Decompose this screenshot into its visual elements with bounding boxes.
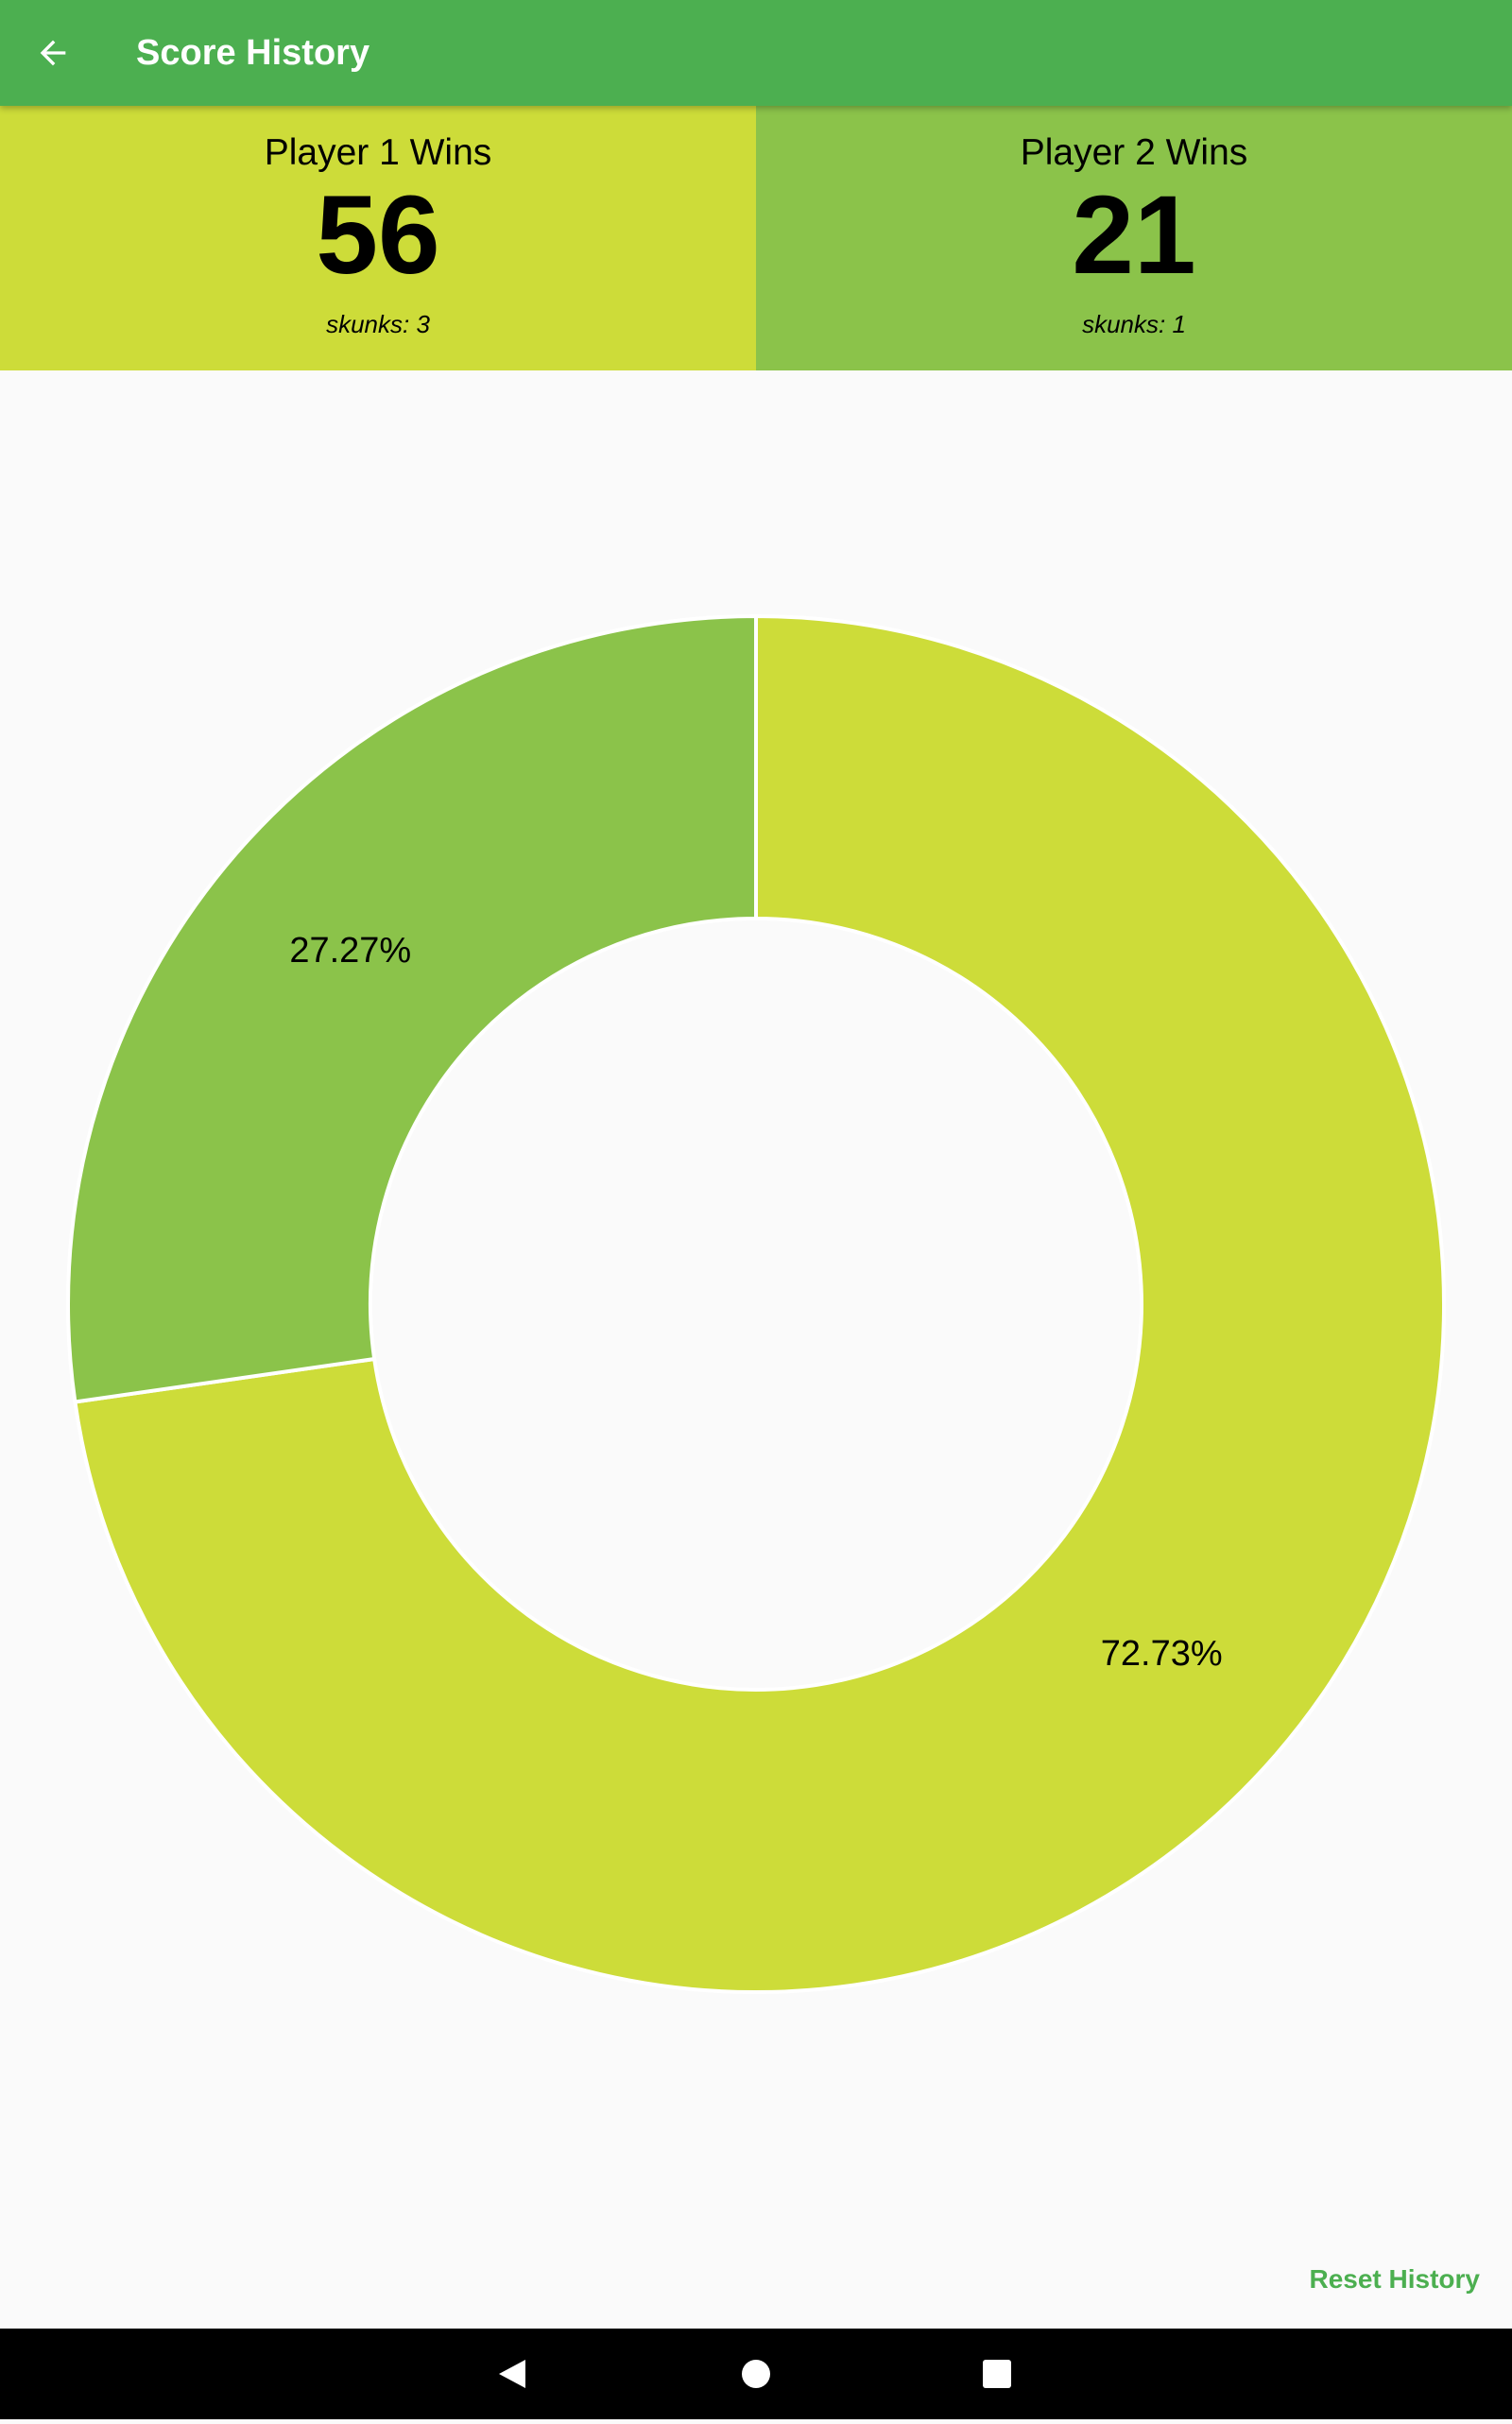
back-button[interactable] (34, 34, 72, 72)
slice-label: 27.27% (289, 931, 411, 971)
wins-count: 56 (316, 173, 440, 298)
skunks-count: skunks: 3 (326, 310, 430, 338)
reset-button[interactable]: Reset History (1309, 2264, 1480, 2294)
nav-icons (499, 2360, 1011, 2388)
pie-slice (73, 613, 1446, 1994)
nav-back[interactable] (499, 2360, 525, 2388)
player-panel: Player 2 Wins 21 skunks: 1 (756, 106, 1512, 370)
app-bar: Score History (0, 0, 1512, 106)
donut-chart: 72.73% 27.27% (66, 613, 1446, 1994)
nav-recents[interactable] (983, 2360, 1011, 2388)
player-label: Player 1 Wins (264, 132, 492, 173)
player-panel: Player 1 Wins 56 skunks: 3 (0, 106, 756, 370)
skunks-count: skunks: 1 (1082, 310, 1186, 338)
pie-slice (66, 613, 758, 1404)
slice-label: 72.73% (1101, 1634, 1223, 1674)
player-label: Player 2 Wins (1020, 132, 1248, 173)
wins-count: 21 (1072, 173, 1196, 298)
nav-home[interactable] (742, 2360, 770, 2388)
app-title: Score History (136, 33, 370, 73)
nav-bar (0, 2329, 1512, 2419)
